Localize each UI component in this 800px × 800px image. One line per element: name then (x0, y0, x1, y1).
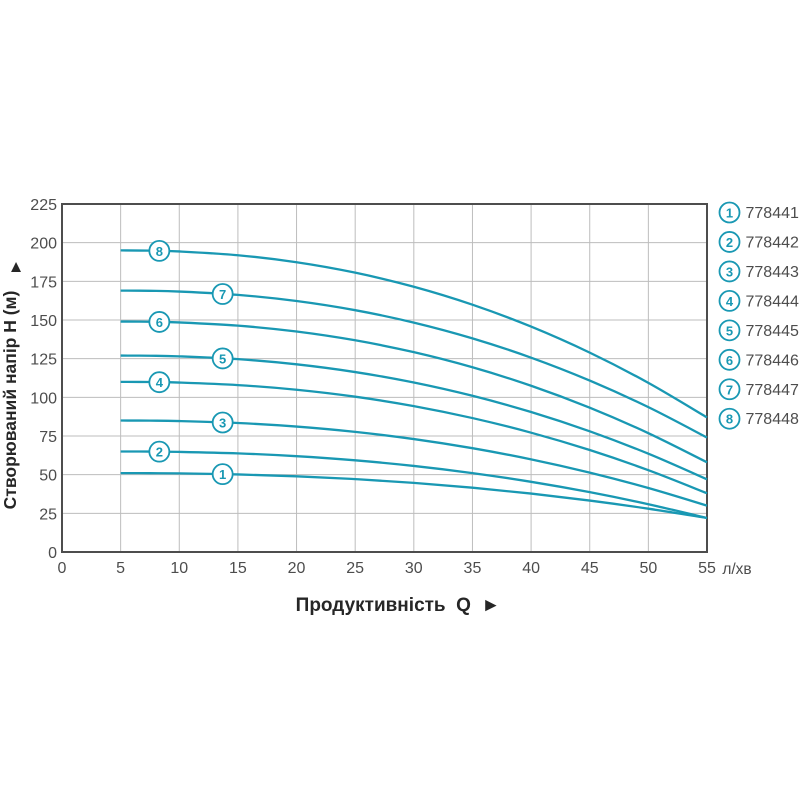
svg-text:778442: 778442 (746, 234, 799, 251)
svg-text:778445: 778445 (746, 323, 799, 340)
svg-text:5: 5 (219, 351, 226, 366)
svg-text:25: 25 (39, 506, 57, 523)
svg-text:▲: ▲ (8, 257, 25, 276)
svg-text:30: 30 (405, 560, 423, 577)
svg-text:Створюваний напір H (м): Створюваний напір H (м) (0, 291, 20, 510)
svg-text:5: 5 (116, 560, 125, 577)
svg-text:1: 1 (219, 467, 226, 482)
svg-text:7: 7 (219, 287, 226, 302)
svg-text:100: 100 (30, 390, 57, 407)
svg-text:л/хв: л/хв (722, 561, 751, 578)
svg-text:10: 10 (170, 560, 188, 577)
svg-text:45: 45 (581, 560, 599, 577)
svg-text:3: 3 (726, 264, 733, 279)
svg-text:15: 15 (229, 560, 247, 577)
svg-text:40: 40 (522, 560, 540, 577)
svg-text:6: 6 (156, 315, 163, 330)
svg-text:1: 1 (726, 206, 733, 221)
svg-text:778444: 778444 (746, 293, 799, 310)
svg-text:20: 20 (288, 560, 306, 577)
svg-text:778443: 778443 (746, 264, 799, 281)
svg-text:150: 150 (30, 313, 57, 330)
svg-text:125: 125 (30, 352, 57, 369)
svg-text:7: 7 (726, 382, 733, 397)
svg-text:2: 2 (726, 235, 733, 250)
svg-text:35: 35 (464, 560, 482, 577)
svg-text:225: 225 (30, 197, 57, 214)
svg-text:50: 50 (39, 468, 57, 485)
svg-text:8: 8 (156, 244, 163, 259)
svg-text:75: 75 (39, 429, 57, 446)
svg-text:200: 200 (30, 236, 57, 253)
svg-text:2: 2 (156, 445, 163, 460)
svg-text:4: 4 (726, 294, 734, 309)
svg-text:0: 0 (58, 560, 67, 577)
svg-text:778447: 778447 (746, 382, 799, 399)
svg-text:50: 50 (639, 560, 657, 577)
svg-text:Продуктивність Q ►: Продуктивність Q ► (296, 595, 501, 616)
svg-text:778441: 778441 (746, 205, 799, 222)
svg-text:778446: 778446 (746, 352, 799, 369)
svg-text:25: 25 (346, 560, 364, 577)
svg-text:4: 4 (156, 375, 164, 390)
svg-text:0: 0 (48, 545, 57, 562)
svg-text:778448: 778448 (746, 411, 799, 428)
svg-text:55: 55 (698, 560, 716, 577)
svg-text:6: 6 (726, 353, 733, 368)
svg-text:3: 3 (219, 416, 226, 431)
svg-text:8: 8 (726, 412, 733, 427)
svg-text:175: 175 (30, 274, 57, 291)
svg-text:5: 5 (726, 323, 733, 338)
